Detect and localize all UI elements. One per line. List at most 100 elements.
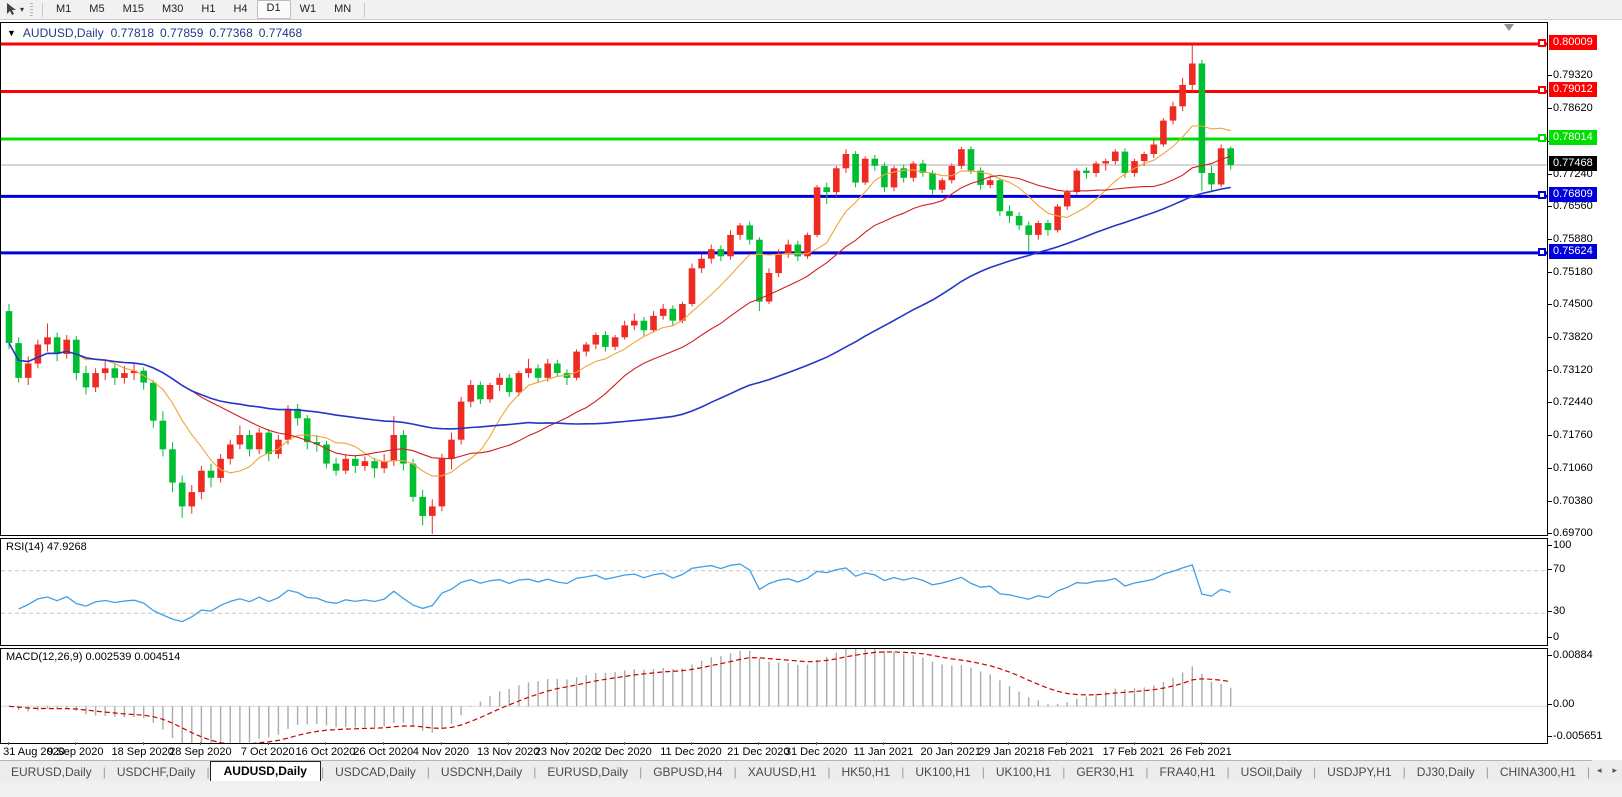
timeframe-button-m5[interactable]: M5: [89, 3, 105, 15]
tab-china300-h1[interactable]: CHINA300,H1: [1499, 765, 1576, 779]
macd-label: MACD(12,26,9) 0.002539 0.004514: [6, 651, 181, 663]
chart-shift-marker-icon[interactable]: [1504, 24, 1514, 31]
date-tick-mark: [691, 742, 693, 745]
tab-divider: |: [639, 765, 643, 779]
tab-dj30-daily[interactable]: DJ30,Daily: [1416, 765, 1475, 779]
tab-gbpusd-h4[interactable]: GBPUSD,H4: [653, 765, 723, 779]
timeframe-button-m30[interactable]: M30: [161, 3, 184, 15]
price-axis-tick: 0.78620: [1548, 102, 1593, 115]
date-tick-mark: [950, 742, 952, 745]
price-axis-tick: 0.79320: [1548, 68, 1593, 81]
bottom-strip: [0, 781, 1622, 797]
timeframe-button-mn[interactable]: MN: [334, 3, 352, 15]
tab-scroll-right-icon[interactable]: ▸: [1612, 765, 1617, 775]
tab-divider: |: [1062, 765, 1066, 779]
hline-price-badge: 0.78014: [1549, 130, 1597, 146]
tab-usdchf-daily[interactable]: USDCHF,Daily: [116, 765, 196, 779]
date-tick-mark: [440, 742, 442, 745]
price-axis-tick: 0.71060: [1548, 462, 1593, 475]
tab-divider: |: [981, 765, 985, 779]
tab-fra40-h1[interactable]: FRA40,H1: [1159, 765, 1216, 779]
tab-scroll-left-icon[interactable]: ◂: [1597, 765, 1602, 775]
price-axis-tick: 0.77940: [1548, 134, 1593, 147]
date-tick-label: 31 Dec 2020: [784, 746, 848, 758]
tab-hk50-h1[interactable]: HK50,H1: [841, 765, 891, 779]
date-tick-mark: [758, 742, 760, 745]
rsi-pane[interactable]: RSI(14) 47.9268: [0, 538, 1548, 646]
tab-usdcnh-daily[interactable]: USDCNH,Daily: [440, 765, 523, 779]
hline-price-badge: 0.75624: [1549, 243, 1597, 259]
date-tick-mark: [883, 742, 885, 745]
date-tick-mark: [200, 742, 202, 745]
date-tick-label: 26 Oct 2020: [353, 746, 414, 758]
ohlc-high: 0.77859: [160, 26, 204, 40]
date-tick-label: 23 Nov 2020: [534, 746, 598, 758]
tab-divider: |: [320, 765, 325, 779]
tab-eurusd-daily[interactable]: EURUSD,Daily: [547, 765, 629, 779]
date-tick-label: 17 Feb 2021: [1102, 746, 1165, 758]
ohlc-close: 0.77468: [258, 26, 303, 40]
tab-divider: |: [1145, 765, 1149, 779]
date-tick-mark: [1200, 742, 1202, 745]
date-tick-label: 11 Jan 2021: [853, 746, 914, 758]
timeframe-button-h1[interactable]: H1: [201, 3, 216, 15]
price-axis-tick: 0.75180: [1548, 265, 1593, 278]
tab-usoil-daily[interactable]: USOil,Daily: [1240, 765, 1302, 779]
tab-usdjpy-h1[interactable]: USDJPY,H1: [1327, 765, 1392, 779]
ohlc-open: 0.77818: [110, 26, 154, 40]
tab-divider: |: [102, 765, 106, 779]
tab-divider: |: [533, 765, 537, 779]
price-axis-tick: 0.69700: [1548, 527, 1593, 539]
timeframe-button-m1[interactable]: M1: [56, 3, 72, 15]
date-tick-mark: [383, 742, 385, 745]
current-price-badge: 0.77468: [1549, 156, 1597, 172]
timeframe-buttons: M1 M5 M15 M30 H1 H4 D1 W1 MN: [47, 0, 360, 19]
date-tick-mark: [325, 742, 327, 745]
date-tick-label: 13 Nov 2020: [477, 746, 540, 758]
tab-scroll-controls: ◂ ▸: [1592, 760, 1622, 781]
hline-price-badge: 0.79012: [1549, 82, 1597, 98]
cursor-icon[interactable]: [2, 2, 20, 17]
date-tick-label: 8 Feb 2021: [1038, 746, 1095, 758]
date-tick-mark: [1008, 742, 1010, 745]
rsi-axis-tick: 100: [1547, 539, 1572, 551]
tab-divider: |: [1485, 765, 1489, 779]
timeframe-button-d1[interactable]: D1: [256, 0, 291, 19]
chevron-down-icon[interactable]: ▾: [20, 5, 25, 14]
date-axis: 31 Aug 2020 9 Sep 2020 18 Sep 2020 28 Sep 2…: [0, 742, 1546, 759]
date-tick-label: 29 Jan 2021: [978, 746, 1039, 758]
date-tick-label: 16 Oct 2020: [295, 746, 356, 758]
tab-xauusd-h1[interactable]: XAUUSD,H1: [747, 765, 817, 779]
toolbar-separator: [42, 2, 44, 17]
macd-pane[interactable]: MACD(12,26,9) 0.002539 0.004514: [0, 648, 1548, 744]
date-tick-mark: [1066, 742, 1068, 745]
toolbar: ▾ M1 M5 M15 M30 H1 H4 D1 W1 MN: [0, 0, 1622, 20]
price-axis-tick: 0.73120: [1548, 364, 1593, 377]
tab-divider: |: [206, 765, 210, 779]
toolbar-grip[interactable]: [30, 3, 34, 16]
timeframe-button-m15[interactable]: M15: [122, 3, 144, 15]
tab-usdcad-daily[interactable]: USDCAD,Daily: [335, 765, 416, 779]
toolbar-separator: [364, 2, 366, 17]
date-tick-label: 26 Feb 2021: [1169, 746, 1232, 758]
hline-price-badge: 0.76809: [1549, 187, 1597, 203]
price-axis-tick: 0.73820: [1548, 330, 1593, 343]
timeframe-button-w1[interactable]: W1: [299, 3, 317, 15]
date-tick-mark: [75, 742, 77, 745]
tab-uk100-h1[interactable]: UK100,H1: [915, 765, 971, 779]
ohlc-low: 0.77368: [209, 26, 253, 40]
timeframe-button-h4[interactable]: H4: [233, 3, 248, 15]
rsi-axis-tick: 70: [1547, 562, 1566, 575]
price-axis-tick: 0.75880: [1548, 232, 1593, 245]
main-chart-pane[interactable]: ▼ AUDUSD,Daily 0.77818 0.77859 0.77368 0…: [0, 22, 1548, 536]
tab-uk100-h1[interactable]: UK100,H1: [995, 765, 1052, 779]
collapse-icon[interactable]: ▼: [7, 28, 16, 38]
date-tick-label: 18 Sep 2020: [111, 746, 174, 758]
macd-axis-tick: 0.00884: [1548, 649, 1593, 661]
tab-ger30-h1[interactable]: GER30,H1: [1076, 765, 1135, 779]
tab-divider: |: [1312, 765, 1317, 779]
date-tick-label: 11 Dec 2020: [660, 746, 722, 758]
tab-eurusd-daily[interactable]: EURUSD,Daily: [11, 765, 92, 779]
tab-audusd-daily[interactable]: AUDUSD,Daily: [209, 761, 321, 782]
date-tick-mark: [8, 742, 9, 745]
